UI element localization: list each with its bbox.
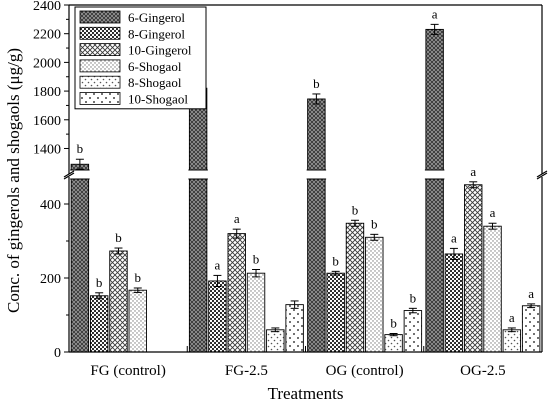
bar-6-shogaol-1 [246, 272, 266, 353]
bar-8-shogaol-1 [266, 329, 285, 353]
significance-label: b [115, 230, 122, 245]
y-tick-label: 400 [40, 198, 61, 213]
x-tick-label: FG-2.5 [225, 363, 268, 379]
significance-label: b [352, 202, 359, 217]
legend-label: 10-Gingerol [128, 43, 192, 58]
bar-10-gingerol-2 [345, 222, 365, 353]
y-tick-label: 1800 [33, 85, 61, 100]
significance-label: b [96, 275, 103, 290]
significance-label: b [253, 251, 260, 266]
significance-label: a [470, 164, 476, 179]
legend-swatch [79, 59, 121, 73]
significance-label: a [509, 310, 515, 325]
x-tick-label: FG (control) [90, 363, 165, 379]
legend-swatch [79, 10, 121, 24]
legend-label: 6-Gingerol [128, 10, 185, 25]
bar-10-gingerol-0 [109, 250, 128, 353]
bar-10-shogaol-3 [521, 305, 541, 353]
significance-label: a [528, 286, 534, 301]
significance-label: a [432, 6, 438, 21]
y-tick-label: 0 [54, 346, 61, 361]
legend-swatch [79, 26, 121, 40]
axis-break-mark [536, 172, 548, 180]
significance-label: b [410, 290, 417, 305]
bar-break-gap [424, 170, 445, 179]
x-tick-label: OG (control) [326, 363, 404, 379]
bar-break-gap [306, 170, 327, 179]
axis-break-mark [63, 172, 75, 180]
bar-6-shogaol-3 [483, 225, 502, 353]
legend-label: 10-Shogaol [128, 92, 188, 107]
bar-6-gingerol-3 [425, 28, 444, 353]
significance-label: b [332, 253, 339, 268]
y-axis-title: Conc. of gingerols and shogaols (μg/g) [4, 48, 23, 313]
significance-label: b [77, 141, 84, 156]
y-tick-label: 2000 [33, 56, 61, 71]
axis-break-mark [63, 170, 75, 178]
legend-swatch [79, 92, 121, 105]
y-tick-label: 2200 [33, 28, 61, 43]
bar-8-gingerol-0 [89, 295, 109, 353]
y-tick-label: 2400 [33, 0, 61, 14]
legend-box [74, 6, 207, 110]
bars-layer: bbbbaaabbbbbbbaaaaaa [70, 6, 541, 353]
significance-label: a [451, 230, 457, 245]
bar-6-gingerol-1 [188, 87, 208, 353]
legend-label: 6-Shogaol [128, 59, 182, 74]
y-tick-label: 1600 [33, 114, 61, 129]
significance-label: a [234, 211, 240, 226]
bar-8-gingerol-1 [208, 280, 227, 353]
bar-6-shogaol-0 [128, 289, 147, 353]
bar-6-shogaol-2 [365, 236, 384, 353]
significance-label: b [390, 316, 397, 331]
bar-10-gingerol-1 [227, 233, 246, 353]
legend-swatch [79, 75, 121, 89]
legend-swatch [79, 43, 121, 56]
bar-break-gap [70, 170, 90, 179]
bar-break-gap [188, 170, 208, 179]
bar-10-shogaol-2 [403, 310, 423, 353]
axes-layer: FG (control) FG-2.5 OG (control) OG-2.5 0 200… [33, 0, 548, 379]
bar-6-gingerol-0 [70, 163, 90, 353]
significance-label: b [313, 76, 320, 91]
y-tick-label: 1400 [33, 142, 61, 157]
significance-label: a [215, 257, 221, 272]
bar-8-gingerol-3 [444, 253, 464, 353]
legend-label: 8-Shogaol [128, 75, 182, 90]
bar-8-shogaol-3 [502, 329, 522, 353]
significance-label: a [490, 205, 496, 220]
y-tick-label: 200 [40, 272, 61, 287]
bar-8-gingerol-2 [326, 272, 345, 353]
significance-label: b [371, 216, 378, 231]
significance-label: b [135, 270, 142, 285]
bar-10-shogaol-1 [285, 304, 304, 353]
axis-break-mark [536, 170, 548, 178]
x-axis-title: Treatments [268, 384, 344, 403]
bar-6-gingerol-2 [307, 98, 326, 353]
bar-10-gingerol-3 [464, 184, 483, 353]
x-tick-label: OG-2.5 [460, 363, 505, 379]
legend-label: 8-Gingerol [128, 26, 185, 41]
bar-8-shogaol-2 [384, 334, 403, 353]
